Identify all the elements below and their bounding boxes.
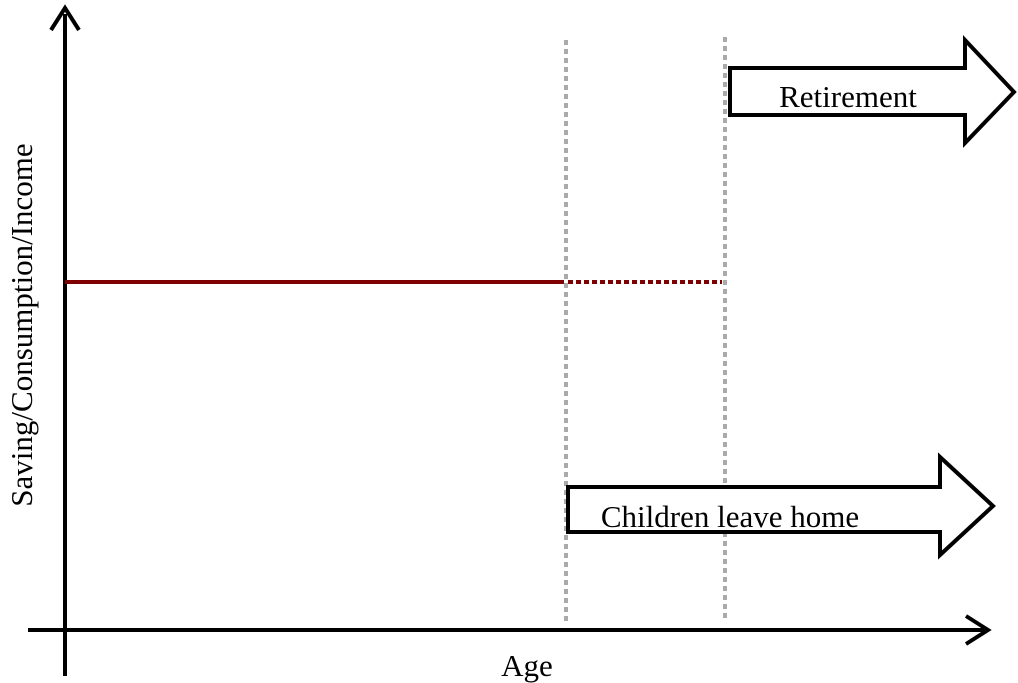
children-arrow: [566, 452, 996, 560]
x-axis-label: Age: [501, 648, 553, 683]
x-axis-arrowhead: [964, 614, 992, 646]
y-axis-arrowhead: [49, 4, 81, 32]
children-label: Children leave home: [601, 499, 859, 534]
y-axis-label: Saving/Consumption/Income: [4, 143, 39, 506]
retirement-arrow: [728, 34, 1017, 148]
retirement-label: Retirement: [779, 79, 917, 114]
